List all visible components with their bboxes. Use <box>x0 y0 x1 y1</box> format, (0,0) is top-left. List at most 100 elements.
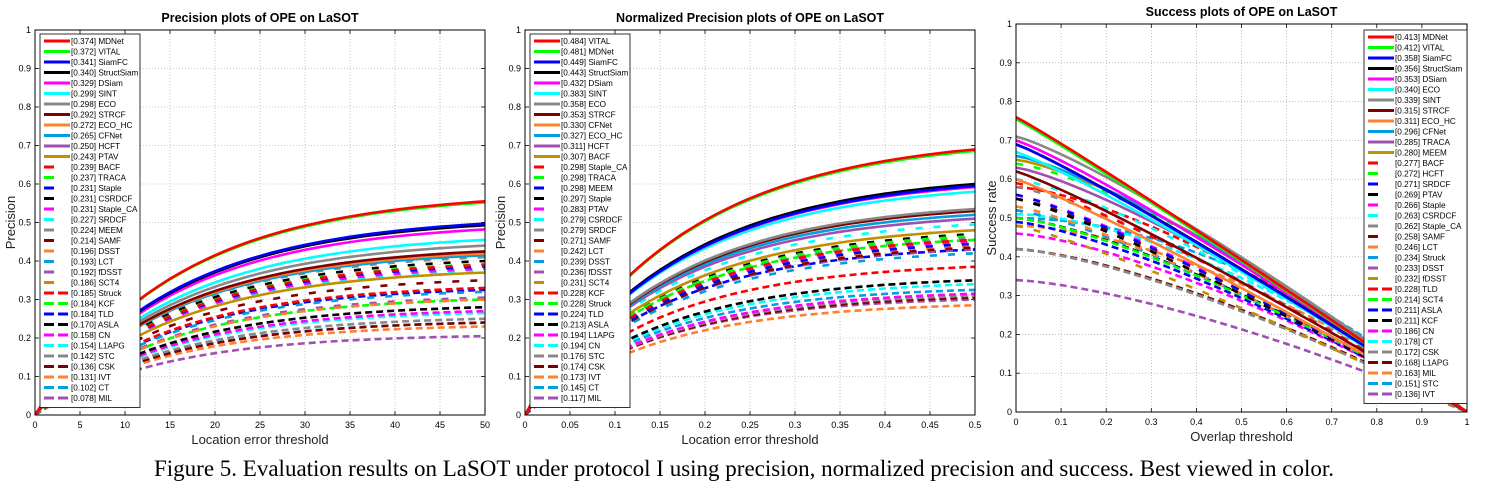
legend-item: [0.194] CN <box>534 342 600 351</box>
legend: [0.484] VITAL [0.481] MDNet[0.449] SiamFC… <box>529 33 631 408</box>
success-plot: Success plots of OPE on LaSOT 0 0.1 0.2 0.3 0… <box>984 5 1470 444</box>
legend-item: [0.228] Struck <box>534 300 612 309</box>
legend-label: [0.228] Struck <box>561 300 612 309</box>
x-tick-label: 0.3 <box>789 420 802 430</box>
legend-item: [0.266] Staple <box>1368 201 1446 210</box>
legend-item: [0.158] CN <box>44 331 110 340</box>
y-tick-label: 0.9 <box>999 58 1012 68</box>
legend-item: [0.315] STRCF <box>1368 107 1450 116</box>
legend-item: [0.272] HCFT <box>1368 170 1444 179</box>
legend-label: [0.383] SINT <box>561 90 607 99</box>
y-tick-label: 0 <box>1007 407 1012 417</box>
y-tick-label: 0.3 <box>508 295 521 305</box>
x-tick-label: 15 <box>165 420 175 430</box>
legend-item: [0.170] ASLA <box>44 321 119 330</box>
y-tick-label: 1 <box>1007 19 1012 29</box>
legend-label: [0.192] fDSST <box>71 268 122 277</box>
legend-item: [0.341] SiamFC <box>44 58 128 67</box>
series-line-bacf <box>35 263 485 415</box>
y-tick-label: 0.6 <box>18 179 31 189</box>
legend-item: [0.136] CSK <box>44 363 116 372</box>
legend-item: [0.154] L1APG <box>44 342 125 351</box>
legend-label: [0.231] Staple_CA <box>71 205 138 214</box>
legend-label: [0.329] DSiam <box>71 79 123 88</box>
legend-label: [0.176] STC <box>561 352 605 361</box>
legend-item: [0.330] CFNet <box>534 121 613 130</box>
legend-item: [0.186] SCT4 <box>44 279 120 288</box>
series-line-meem <box>525 242 975 415</box>
x-tick-label: 0.6 <box>1280 417 1293 427</box>
legend-label: [0.193] LCT <box>71 258 114 267</box>
x-axis-label: Location error threshold <box>681 432 818 447</box>
y-tick-label: 0.1 <box>508 372 521 382</box>
legend-item: [0.297] Staple <box>534 195 612 204</box>
legend-item: [0.285] TRACA <box>1368 138 1450 147</box>
y-tick-label: 1 <box>26 25 31 35</box>
legend-label: [0.299] SINT <box>71 90 117 99</box>
y-tick-label: 0.2 <box>508 333 521 343</box>
legend-item: [0.178] CT <box>1368 338 1433 347</box>
y-tick-label: 0.8 <box>18 102 31 112</box>
chart-title: Normalized Precision plots of OPE on LaS… <box>616 11 884 25</box>
legend-label: [0.298] Staple_CA <box>561 163 628 172</box>
legend-item: [0.269] PTAV <box>1368 191 1443 200</box>
legend-item: [0.213] ASLA <box>534 321 609 330</box>
x-tick-label: 50 <box>480 420 490 430</box>
x-tick-label: 0 <box>32 420 37 430</box>
legend-item: [0.280] MEEM <box>1368 149 1447 158</box>
legend-label: [0.272] ECO_HC <box>71 121 133 130</box>
legend-item: [0.185] Struck <box>44 289 122 298</box>
legend-item: [0.271] SRDCF <box>1368 180 1451 189</box>
y-tick-label: 0.6 <box>999 174 1012 184</box>
legend-label: [0.178] CT <box>1395 338 1433 347</box>
legend-label: [0.340] StructSiam <box>71 69 139 78</box>
legend-label: [0.173] IVT <box>561 373 601 382</box>
legend-label: [0.174] CSK <box>561 363 606 372</box>
x-tick-label: 20 <box>210 420 220 430</box>
legend-item: [0.353] DSiam <box>1368 75 1447 84</box>
y-tick-label: 0.4 <box>999 252 1012 262</box>
legend-label: [0.272] HCFT <box>1395 170 1444 179</box>
legend-item: [0.311] HCFT <box>534 142 610 151</box>
legend-item: [0.196] DSST <box>44 247 120 256</box>
y-axis-label: Precision <box>493 196 508 249</box>
legend-label: [0.250] HCFT <box>71 142 120 151</box>
series-line-asla <box>1016 220 1467 412</box>
legend-item: [0.227] SRDCF <box>44 216 127 225</box>
legend-label: [0.224] TLD <box>561 310 604 319</box>
legend-item: [0.356] StructSiam <box>1368 65 1463 74</box>
series-line-fdsst <box>1016 224 1467 412</box>
x-tick-label: 5 <box>77 420 82 430</box>
legend-label: [0.296] CFNet <box>1395 128 1447 137</box>
x-tick-label: 0.5 <box>969 420 982 430</box>
legend-label: [0.234] Struck <box>1395 254 1446 263</box>
y-tick-label: 0.6 <box>508 179 521 189</box>
legend-label: [0.262] Staple_CA <box>1395 222 1462 231</box>
legend-label: [0.280] MEEM <box>1395 149 1447 158</box>
legend-item: [0.078] MIL <box>44 394 112 403</box>
legend-label: [0.315] STRCF <box>1395 107 1450 116</box>
legend-label: [0.443] StructSiam <box>561 69 629 78</box>
legend-item: [0.102] CT <box>44 384 109 393</box>
legend-label: [0.311] ECO_HC <box>1395 117 1456 126</box>
legend-label: [0.102] CT <box>71 384 109 393</box>
legend-item: [0.292] STRCF <box>44 111 126 120</box>
legend-item: [0.173] IVT <box>534 373 601 382</box>
legend-box <box>39 33 141 408</box>
legend-item: [0.231] SCT4 <box>534 279 610 288</box>
legend-item: [0.307] BACF <box>534 153 610 162</box>
series-line-staple-ca <box>525 238 975 415</box>
y-tick-label: 0.5 <box>508 218 521 228</box>
legend-label: [0.239] BACF <box>71 163 120 172</box>
legend-label: [0.243] PTAV <box>71 153 119 162</box>
legend-item: [0.142] STC <box>44 352 115 361</box>
legend-item: [0.279] CSRDCF <box>534 216 622 225</box>
x-tick-label: 0 <box>1013 417 1018 427</box>
series-line-cn <box>525 282 975 415</box>
legend-item: [0.172] CSK <box>1368 348 1440 357</box>
y-tick-label: 0.1 <box>18 372 31 382</box>
legend-label: [0.413] MDNet <box>1395 33 1449 42</box>
legend: [0.413] MDNet [0.412] VITAL[0.358] SiamFC… <box>1363 29 1468 404</box>
x-axis-label: Location error threshold <box>191 432 328 447</box>
legend-item: [0.163] MIL <box>1368 369 1436 378</box>
